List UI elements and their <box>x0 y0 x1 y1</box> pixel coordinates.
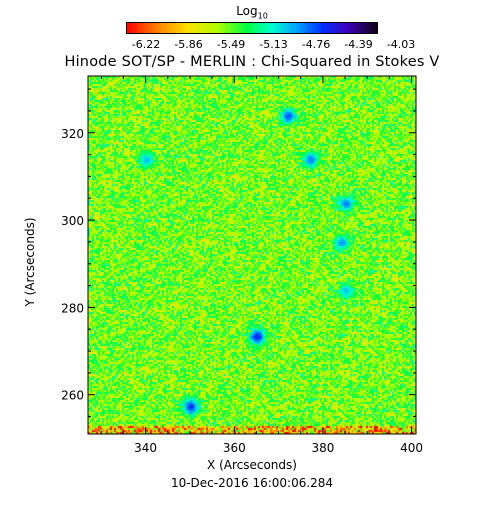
x-tick-label: 400 <box>400 441 423 455</box>
x-tick-label: 380 <box>311 441 334 455</box>
colorbar-tick-label: -4.03 <box>386 38 416 51</box>
x-tick-label: 340 <box>134 441 157 455</box>
colorbar-tick-label: -5.49 <box>216 38 246 51</box>
colorbar-tick-label: -5.86 <box>174 38 203 51</box>
colorbar-tick-label: -4.76 <box>301 38 331 51</box>
heatmap-image <box>88 76 416 434</box>
colorbar-ticks: -6.22 -5.86 -5.49 -5.13 -4.76 -4.39 -4.03 <box>112 38 415 52</box>
chart-title: Hinode SOT/SP - MERLIN : Chi-Squared in … <box>64 54 440 70</box>
y-tick-label: 300 <box>61 214 84 228</box>
y-axis-label: Y (Arcseconds) <box>23 217 37 307</box>
plot-frame <box>87 75 417 435</box>
heatmap-raster <box>88 76 416 434</box>
y-tick-label: 280 <box>61 301 84 315</box>
x-axis-label: X (Arcseconds) <box>207 458 297 472</box>
y-tick-label: 320 <box>61 127 84 141</box>
colorbar-tick-label: -4.39 <box>344 38 373 51</box>
colorbar-label: Log10 <box>236 4 268 21</box>
observation-date: 10-Dec-2016 16:00:06.284 <box>170 476 334 490</box>
axes: 340 360 380 400 260 280 300 320 <box>61 76 423 455</box>
x-tick-label: 360 <box>223 441 246 455</box>
y-tick-label: 260 <box>61 389 84 403</box>
colorbar-tick-label: -5.13 <box>259 38 288 51</box>
colorbar <box>126 22 378 34</box>
colorbar-tick-label: -6.22 <box>131 38 161 51</box>
